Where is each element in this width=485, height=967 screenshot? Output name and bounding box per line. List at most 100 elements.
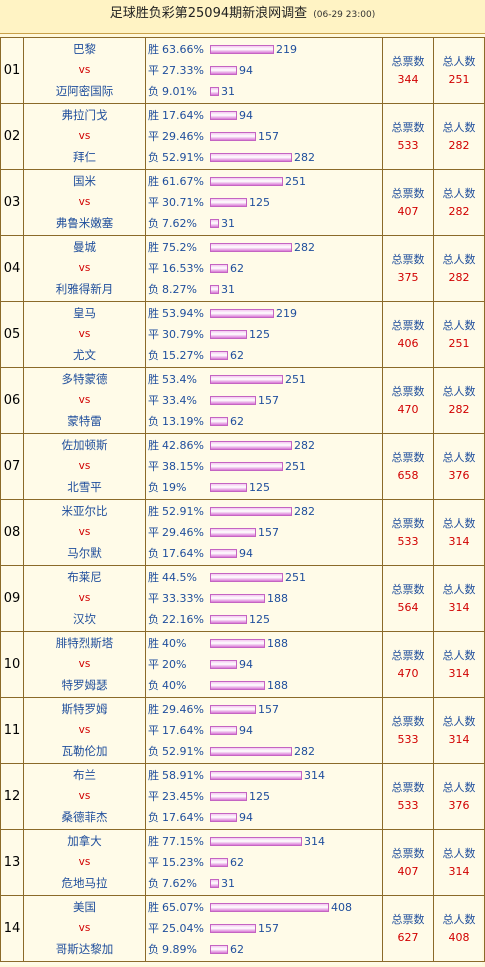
total-people-value: 314: [448, 600, 470, 614]
away-team[interactable]: 瓦勒伦加: [61, 744, 108, 758]
total-people-label: 总人数: [442, 912, 476, 926]
total-votes-value: 627: [397, 930, 419, 944]
lose-bar: [210, 879, 219, 888]
draw-label: 平: [148, 790, 159, 803]
win-percent: 63.66%: [162, 43, 204, 56]
draw-label: 平: [148, 856, 159, 869]
total-votes-value: 470: [397, 402, 419, 416]
win-count: 94: [239, 109, 253, 122]
total-votes-label: 总票数: [391, 714, 425, 728]
lose-label: 负: [148, 745, 159, 758]
total-votes-value: 344: [397, 72, 419, 86]
win-count: 314: [304, 769, 325, 782]
lose-bar: [210, 747, 292, 756]
match-number: 01: [0, 37, 24, 104]
match-number-text: 09: [3, 591, 21, 606]
match-teams: 腓特烈斯塔 vs 特罗姆瑟: [23, 631, 146, 698]
vs-label: vs: [78, 262, 91, 274]
home-team[interactable]: 加拿大: [67, 834, 102, 848]
draw-line: 平 16.53% 62: [148, 258, 382, 279]
win-percent: 75.2%: [162, 241, 197, 254]
draw-count: 125: [249, 790, 270, 803]
match-teams: 布兰 vs 桑德菲杰: [23, 763, 146, 830]
vote-bars: 胜 40% 188 平 20% 94 负 40% 188: [145, 631, 383, 698]
lose-count: 125: [249, 481, 270, 494]
total-people-label: 总人数: [442, 846, 476, 860]
total-people-value: 282: [448, 270, 470, 284]
home-team[interactable]: 腓特烈斯塔: [55, 636, 114, 650]
away-team[interactable]: 哥斯达黎加: [55, 942, 114, 956]
total-people-value: 314: [448, 666, 470, 680]
away-team[interactable]: 拜仁: [73, 150, 96, 164]
vs-label: vs: [78, 856, 91, 868]
away-team[interactable]: 危地马拉: [61, 876, 108, 890]
home-team[interactable]: 弗拉门戈: [61, 108, 108, 122]
total-votes-label: 总票数: [391, 450, 425, 464]
away-team[interactable]: 蒙特雷: [67, 414, 102, 428]
draw-line: 平 17.64% 94: [148, 720, 382, 741]
away-team[interactable]: 桑德菲杰: [61, 810, 108, 824]
draw-label: 平: [148, 922, 159, 935]
total-people-cell: 总人数 314: [433, 631, 485, 698]
win-label: 胜: [148, 901, 159, 914]
draw-line: 平 33.4% 157: [148, 390, 382, 411]
home-team[interactable]: 佐加顿斯: [61, 438, 108, 452]
home-team[interactable]: 国米: [73, 174, 96, 188]
total-votes-value: 470: [397, 666, 419, 680]
vote-bars: 胜 42.86% 282 平 38.15% 251 负 19% 125: [145, 433, 383, 500]
total-votes-value: 375: [397, 270, 419, 284]
lose-count: 282: [294, 151, 315, 164]
draw-label: 平: [148, 196, 159, 209]
away-team[interactable]: 特罗姆瑟: [61, 678, 108, 692]
title-main: 足球胜负彩第25094期新浪网调查: [109, 6, 308, 21]
away-team[interactable]: 尤文: [73, 348, 96, 362]
draw-bar: [210, 726, 237, 735]
total-votes-cell: 总票数 406: [382, 301, 434, 368]
lose-percent: 52.91%: [162, 745, 204, 758]
draw-count: 125: [249, 328, 270, 341]
draw-bar: [210, 462, 283, 471]
win-label: 胜: [148, 373, 159, 386]
away-team[interactable]: 汉坎: [73, 612, 96, 626]
total-people-value: 314: [448, 534, 470, 548]
total-votes-label: 总票数: [391, 252, 425, 266]
home-team[interactable]: 美国: [73, 900, 96, 914]
away-team[interactable]: 马尔默: [67, 546, 102, 560]
vs-label: vs: [78, 658, 91, 670]
win-percent: 58.91%: [162, 769, 204, 782]
away-team[interactable]: 北雪平: [67, 480, 102, 494]
total-votes-value: 658: [397, 468, 419, 482]
lose-count: 31: [221, 85, 235, 98]
win-bar: [210, 771, 302, 780]
away-team[interactable]: 迈阿密国际: [55, 84, 114, 98]
total-votes-value: 533: [397, 534, 419, 548]
match-row: 08 米亚尔比 vs 马尔默 胜 52.91% 282 平 29.46% 157…: [0, 499, 485, 566]
vs-label: vs: [78, 64, 91, 76]
win-bar: [210, 507, 292, 516]
draw-count: 157: [258, 394, 279, 407]
home-team[interactable]: 布莱尼: [67, 570, 102, 584]
total-votes-label: 总票数: [391, 318, 425, 332]
lose-label: 负: [148, 217, 159, 230]
win-line: 胜 17.64% 94: [148, 105, 382, 126]
lose-bar: [210, 351, 228, 360]
home-team[interactable]: 多特蒙德: [61, 372, 108, 386]
win-percent: 44.5%: [162, 571, 197, 584]
lose-label: 负: [148, 415, 159, 428]
draw-bar: [210, 660, 237, 669]
draw-line: 平 29.46% 157: [148, 522, 382, 543]
away-team[interactable]: 弗鲁米嫩塞: [55, 216, 114, 230]
lose-bar: [210, 945, 228, 954]
home-team[interactable]: 斯特罗姆: [61, 702, 108, 716]
match-teams: 加拿大 vs 危地马拉: [23, 829, 146, 896]
win-label: 胜: [148, 571, 159, 584]
away-team[interactable]: 利雅得新月: [55, 282, 114, 296]
home-team[interactable]: 巴黎: [73, 42, 96, 56]
home-team[interactable]: 布兰: [73, 768, 96, 782]
vote-bars: 胜 44.5% 251 平 33.33% 188 负 22.16% 125: [145, 565, 383, 632]
total-people-value: 376: [448, 798, 470, 812]
home-team[interactable]: 米亚尔比: [61, 504, 108, 518]
home-team[interactable]: 曼城: [73, 240, 96, 254]
draw-label: 平: [148, 394, 159, 407]
home-team[interactable]: 皇马: [73, 306, 96, 320]
